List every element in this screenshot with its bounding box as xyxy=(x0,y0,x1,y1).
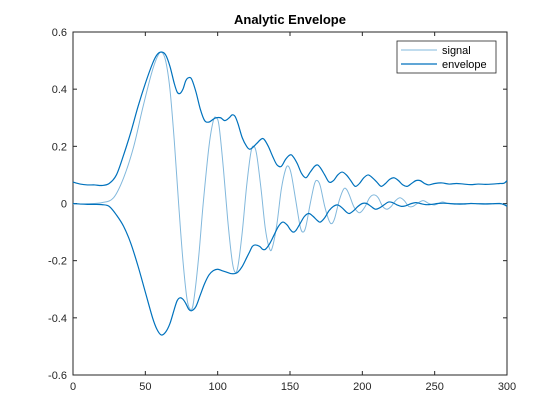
y-tick-label: -0.6 xyxy=(48,370,67,382)
y-tick-label: 0.4 xyxy=(52,84,67,96)
y-tick-label: 0.2 xyxy=(52,141,67,153)
x-tick-label: 100 xyxy=(208,381,226,393)
x-tick-label: 300 xyxy=(498,381,516,393)
x-tick-label: 250 xyxy=(425,381,443,393)
x-tick-label: 150 xyxy=(281,381,299,393)
x-tick-label: 50 xyxy=(139,381,151,393)
series-layer xyxy=(72,51,508,336)
y-axis-ticks: 0.6 0.4 0.2 0 -0.2 -0.4 -0.6 xyxy=(48,27,507,382)
series-line-signal xyxy=(72,51,508,310)
y-tick-label: -0.2 xyxy=(48,256,67,268)
x-axis-ticks: 0 50 100 150 200 250 300 xyxy=(70,32,516,393)
legend: signal envelope xyxy=(396,40,497,74)
series-line-envelope-upper xyxy=(72,51,508,188)
y-tick-label: 0 xyxy=(61,199,67,211)
legend-box xyxy=(396,40,497,74)
y-tick-label: 0.6 xyxy=(52,27,67,39)
x-tick-label: 0 xyxy=(70,381,76,393)
y-tick-label: -0.4 xyxy=(48,313,67,325)
chart-title: Analytic Envelope xyxy=(234,12,346,27)
legend-label-envelope: envelope xyxy=(442,59,487,71)
x-tick-label: 200 xyxy=(353,381,371,393)
series-line-envelope-lower xyxy=(72,201,508,336)
legend-label-signal: signal xyxy=(442,45,471,57)
